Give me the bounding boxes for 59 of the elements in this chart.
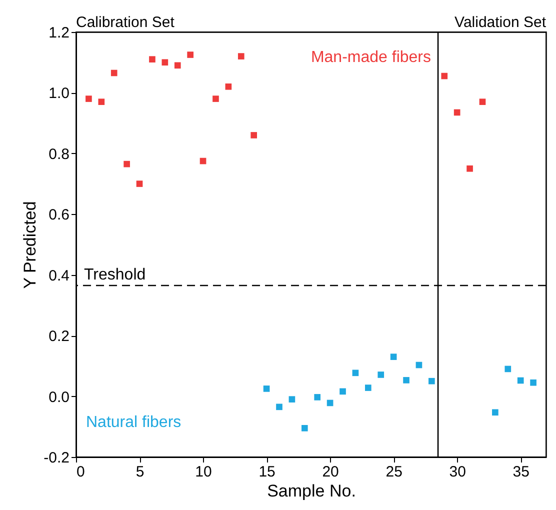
point — [416, 362, 422, 368]
y-tick-label: 0.6 — [48, 206, 70, 224]
y-tick-label: 1.0 — [48, 85, 70, 102]
point — [162, 59, 168, 66]
y-tick-label: 0.4 — [48, 267, 70, 284]
point — [479, 98, 486, 105]
point — [225, 83, 232, 90]
point — [454, 109, 460, 116]
point — [403, 377, 410, 384]
point — [301, 425, 308, 432]
point — [288, 396, 296, 402]
point — [492, 409, 498, 416]
x-tick-label: 15 — [258, 464, 276, 480]
point — [124, 160, 130, 168]
point — [174, 62, 181, 69]
point — [136, 180, 143, 187]
x-tick-label: 30 — [449, 464, 466, 480]
x-tick-label: 35 — [512, 464, 530, 480]
point — [466, 165, 473, 172]
x-tick-label: 10 — [195, 464, 212, 480]
point — [149, 56, 156, 62]
point — [428, 378, 435, 384]
point — [187, 52, 194, 58]
point — [390, 354, 397, 360]
ref-line-label: Treshold — [84, 266, 146, 284]
point — [365, 384, 372, 391]
point — [504, 366, 512, 372]
point — [314, 394, 321, 400]
point — [530, 379, 536, 386]
point — [200, 158, 206, 164]
point — [352, 370, 359, 376]
point — [378, 372, 384, 378]
point — [517, 377, 524, 384]
y-tick-label: 0.2 — [48, 328, 70, 346]
x-tick-label: 25 — [386, 464, 402, 480]
point — [86, 96, 92, 102]
x-axis-title: Sample No. — [267, 482, 356, 500]
point — [340, 388, 346, 395]
point — [441, 72, 448, 80]
text: Calibration Set — [76, 14, 176, 31]
point — [212, 96, 219, 102]
point — [238, 53, 244, 60]
point — [326, 400, 334, 406]
x-tick-label: 20 — [322, 464, 339, 480]
x-tick-label: 5 — [136, 464, 144, 480]
point — [250, 132, 257, 138]
y-tick-label: 0.8 — [48, 146, 70, 163]
text: Natural fibers — [86, 414, 182, 431]
point — [110, 70, 118, 76]
y-axis-title: Y Predicted — [20, 201, 40, 289]
series-label: Man-made fibers — [310, 49, 431, 66]
y-tick-label: -0.2 — [44, 450, 70, 466]
point — [98, 98, 105, 105]
point — [276, 404, 282, 410]
x-tick-label: 0 — [76, 464, 85, 480]
y-tick-label: 1.2 — [48, 24, 70, 42]
text: Validation Set — [454, 14, 547, 31]
y-tick-label: 0.0 — [48, 388, 70, 406]
point — [263, 386, 270, 392]
